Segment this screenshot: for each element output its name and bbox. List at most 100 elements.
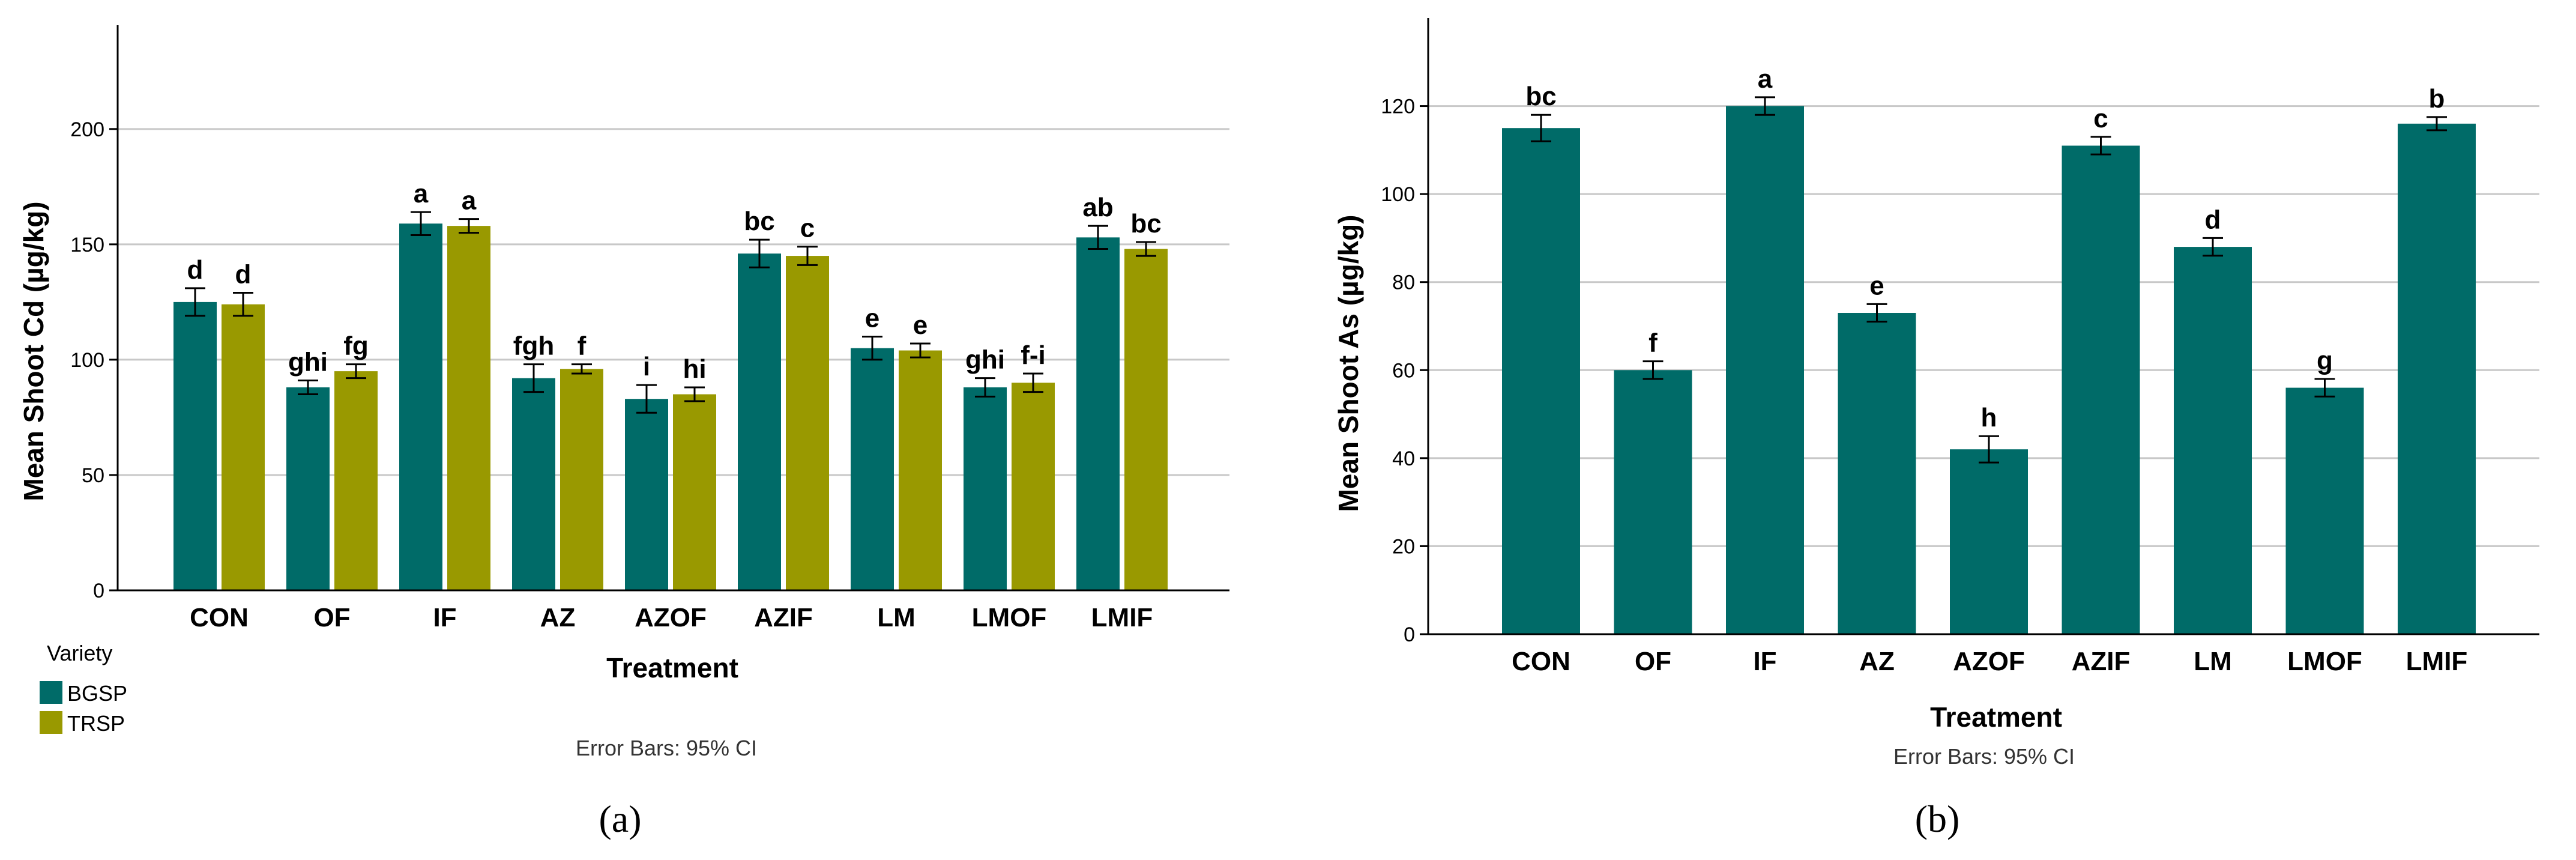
bar-value-lm — [2174, 247, 2252, 635]
x-tick-label: LMOF — [972, 603, 1047, 632]
bar-bgsp-lmif — [1076, 237, 1120, 590]
significance-letter: f-i — [1021, 341, 1046, 370]
y-tick-label: 120 — [1381, 95, 1415, 118]
y-tick-label: 20 — [1392, 535, 1415, 558]
y-axis-title-a: Mean Shoot Cd (µg/kg) — [18, 201, 49, 501]
bar-bgsp-lm — [851, 348, 894, 590]
x-tick-label: LMIF — [1091, 603, 1153, 632]
y-axis-title-b: Mean Shoot As (µg/kg) — [1333, 214, 1364, 512]
axes-b: 0 20 40 60 80 100 120 CON OF IF AZ AZOF AZIF LM LMOF LM… — [1381, 18, 2539, 676]
significance-letter: f — [1648, 329, 1658, 358]
panel-label-a: (a) — [599, 798, 641, 840]
y-tick-label: 0 — [93, 580, 104, 602]
x-tick-label: AZIF — [2072, 647, 2131, 676]
y-tick-label: 40 — [1392, 447, 1415, 470]
bar-bgsp-az — [512, 378, 555, 590]
x-tick-label: LMIF — [2406, 647, 2468, 676]
significance-letter: ghi — [965, 345, 1005, 375]
significance-letter: h — [1981, 403, 1997, 432]
legend-a: Variety BGSP TRSP — [40, 641, 127, 736]
significance-letter: e — [1869, 271, 1884, 300]
bar-value-con — [1502, 128, 1580, 634]
bar-trsp-azif — [786, 256, 829, 590]
x-tick-label: OF — [313, 603, 350, 632]
bar-value-lmof — [2285, 387, 2364, 634]
x-tick-label: AZOF — [1953, 647, 2025, 676]
y-tick-label: 100 — [1381, 183, 1415, 206]
x-axis-title-a: Treatment — [606, 652, 738, 683]
bar-value-azof — [1950, 449, 2028, 634]
bar-value-of — [1614, 370, 1692, 634]
significance-letter: a — [414, 179, 429, 208]
axes-a: 0 50 100 150 200 CON OF IF AZ AZOF AZIF LM LMOF LMIF — [70, 25, 1229, 632]
x-tick-label: CON — [190, 603, 249, 632]
significance-letter: ab — [1082, 193, 1113, 222]
y-tick-label: 150 — [70, 234, 104, 256]
significance-letter: c — [800, 214, 815, 243]
significance-letter: g — [2317, 346, 2333, 375]
significance-letter: c — [2093, 104, 2108, 133]
x-tick-label: IF — [1753, 647, 1776, 676]
legend-swatch-bgsp — [40, 681, 62, 704]
x-axis-title-b: Treatment — [1930, 701, 2062, 733]
significance-letter: e — [913, 310, 928, 340]
x-tick-label: AZIF — [754, 603, 813, 632]
bar-trsp-az — [560, 369, 603, 590]
legend-label-bgsp: BGSP — [67, 681, 127, 706]
bar-value-lmif — [2398, 123, 2476, 634]
bar-trsp-if — [447, 226, 490, 590]
bar-trsp-lmof — [1012, 383, 1055, 590]
y-tick-label: 100 — [70, 349, 104, 372]
bar-trsp-lm — [899, 350, 942, 590]
significance-letter: fgh — [513, 332, 554, 361]
chart-panel-b: bc f a e h c d g b 0 20 40 60 80 100 120 CON OF IF AZ AZOF A… — [1333, 18, 2539, 840]
bar-trsp-of — [334, 371, 378, 590]
bar-bgsp-con — [173, 301, 217, 590]
significance-letter: bc — [1525, 82, 1556, 111]
x-tick-label: IF — [433, 603, 456, 632]
bar-value-azif — [2062, 145, 2140, 634]
significance-letter: hi — [683, 354, 706, 384]
y-tick-label: 50 — [82, 464, 104, 487]
significance-letter: ghi — [288, 347, 328, 377]
significance-letter: d — [187, 255, 204, 285]
significance-letter: b — [2429, 84, 2445, 114]
legend-swatch-trsp — [40, 711, 62, 734]
error-bar-note-a: Error Bars: 95% CI — [576, 736, 757, 760]
bar-bgsp-lmof — [964, 387, 1007, 590]
legend-title: Variety — [47, 641, 112, 665]
significance-letter: a — [462, 186, 477, 216]
significance-letter: fg — [343, 332, 369, 361]
significance-letter: f — [578, 332, 587, 361]
significance-letter: e — [865, 304, 879, 333]
y-tick-label: 80 — [1392, 271, 1415, 294]
x-tick-label: LMOF — [2287, 647, 2362, 676]
bar-trsp-lmif — [1124, 249, 1168, 591]
x-tick-label: AZOF — [635, 603, 707, 632]
significance-letter: bc — [1130, 209, 1161, 238]
panel-label-b: (b) — [1915, 798, 1960, 840]
significance-letter: bc — [744, 207, 774, 236]
x-tick-label: LM — [2194, 647, 2232, 676]
x-tick-label: AZ — [540, 603, 576, 632]
bar-bgsp-of — [286, 387, 330, 590]
significance-letter: i — [643, 352, 650, 381]
y-tick-label: 60 — [1392, 359, 1415, 382]
x-tick-label: OF — [1635, 647, 1671, 676]
x-tick-label: LM — [877, 603, 915, 632]
significance-letter: d — [2205, 205, 2221, 234]
bar-trsp-azof — [673, 394, 716, 590]
significance-letter: a — [1758, 64, 1773, 94]
bar-value-if — [1726, 106, 1804, 635]
bar-bgsp-azof — [625, 399, 668, 590]
bar-trsp-con — [222, 304, 265, 590]
bars-b: bc f a e h c d g b — [1502, 64, 2476, 635]
bar-bgsp-if — [399, 223, 442, 591]
legend-label-trsp: TRSP — [67, 711, 125, 736]
y-tick-label: 0 — [1404, 623, 1415, 646]
error-bar-note-b: Error Bars: 95% CI — [1893, 744, 2075, 769]
bar-value-az — [1838, 313, 1916, 634]
x-tick-label: AZ — [1859, 647, 1895, 676]
